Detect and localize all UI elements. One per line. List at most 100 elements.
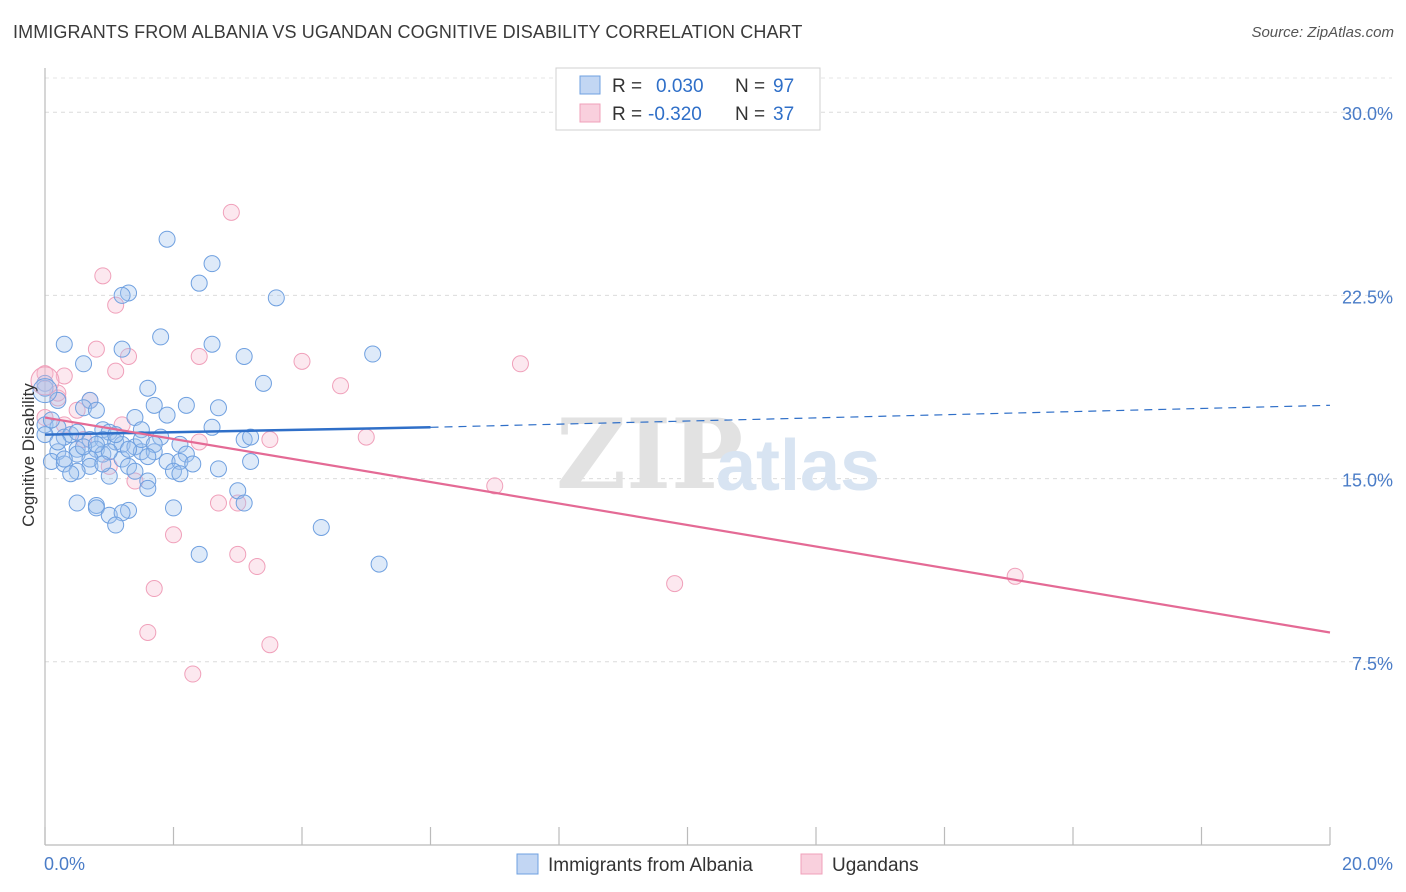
point-albania	[139, 479, 157, 497]
point-ugandans	[261, 636, 279, 654]
point-albania	[126, 462, 144, 480]
watermark-atlas: atlas	[716, 426, 880, 506]
point-albania	[158, 230, 176, 248]
y-tick-label: 30.0%	[1342, 104, 1393, 124]
point-albania	[139, 379, 157, 397]
y-tick-label: 22.5%	[1342, 287, 1393, 307]
point-albania	[242, 428, 260, 446]
point-albania	[267, 289, 285, 307]
point-ugandans	[332, 377, 350, 395]
point-ugandans	[666, 575, 684, 593]
point-ugandans	[126, 472, 144, 490]
chart-title: IMMIGRANTS FROM ALBANIA VS UGANDAN COGNI…	[13, 22, 803, 42]
point-albania	[87, 499, 105, 517]
y-tick-label: 15.0%	[1342, 471, 1393, 491]
point-albania	[235, 347, 253, 365]
series-legend: Immigrants from Albania Ugandans	[516, 853, 919, 876]
point-ugandans	[293, 352, 311, 370]
legend-swatch-albania	[516, 853, 539, 875]
point-albania	[100, 506, 118, 524]
x-tick-label: 0.0%	[44, 854, 85, 874]
legend-n-label-1: N =	[735, 76, 765, 97]
legend-r-label-1: R =	[612, 76, 642, 97]
point-albania	[171, 465, 189, 483]
point-ugandans	[229, 545, 247, 563]
point-albania	[68, 423, 86, 441]
point-albania	[87, 435, 105, 453]
point-ugandans	[511, 355, 529, 373]
point-albania	[49, 433, 67, 451]
point-albania	[370, 555, 388, 573]
correlation-legend: R = 0.030 N = 97 R = -0.320 N = 37	[555, 67, 821, 131]
point-albania	[203, 255, 221, 273]
point-albania	[113, 450, 131, 468]
point-albania	[75, 355, 93, 373]
point-ugandans	[190, 347, 208, 365]
point-ugandans	[248, 558, 266, 576]
trend-line-albania	[44, 426, 431, 436]
point-ugandans	[120, 347, 138, 365]
chart-source: Source: ZipAtlas.com	[1251, 24, 1394, 41]
legend-swatch-pink	[579, 103, 601, 123]
point-albania	[152, 328, 170, 346]
point-albania	[158, 406, 176, 424]
legend-r-label-2: R =	[612, 104, 642, 125]
point-ugandans	[165, 526, 182, 544]
point-albania	[242, 453, 260, 470]
point-albania	[203, 335, 221, 353]
legend-r-value-2: -0.320	[648, 104, 702, 125]
point-ugandans	[107, 362, 125, 380]
y-tick-label: 7.5%	[1352, 654, 1393, 674]
point-albania	[177, 445, 195, 463]
y-tick-labels: 7.5% 15.0% 22.5% 30.0%	[1342, 104, 1393, 674]
watermark-zip: ZIP	[556, 398, 743, 511]
point-albania	[113, 340, 131, 358]
point-albania	[132, 431, 150, 449]
point-albania	[94, 455, 112, 473]
point-ugandans	[36, 365, 54, 383]
point-ugandans	[139, 623, 157, 641]
point-albania	[209, 460, 227, 478]
point-albania	[184, 455, 202, 473]
x-tick-label: 20.0%	[1342, 854, 1393, 874]
point-albania	[55, 450, 73, 468]
legend-swatch-ugandans	[800, 853, 823, 875]
point-albania	[120, 440, 138, 458]
point-albania	[190, 274, 208, 292]
point-albania	[55, 455, 73, 473]
point-ugandans	[184, 665, 202, 683]
point-albania	[87, 401, 105, 419]
point-ugandans	[486, 477, 504, 495]
point-albania	[62, 465, 80, 483]
legend-n-value-1: 97	[773, 76, 794, 97]
trend-line-ugandans	[44, 416, 1331, 634]
point-ugandans	[55, 367, 73, 385]
point-albania	[107, 516, 125, 534]
point-albania	[68, 445, 86, 463]
legend-label-ugandans: Ugandans	[832, 855, 919, 876]
point-ugandans	[30, 366, 60, 396]
trend-line-albania-extrapolated	[430, 404, 1331, 428]
point-albania	[49, 391, 67, 409]
point-albania	[235, 494, 253, 512]
point-albania	[364, 345, 382, 363]
point-albania	[55, 335, 73, 353]
watermark: ZIP atlas	[556, 398, 880, 511]
legend-label-albania: Immigrants from Albania	[548, 855, 753, 876]
point-ugandans	[87, 340, 105, 358]
x-tick-labels: 0.0% 20.0%	[44, 854, 1393, 874]
point-ugandans	[222, 203, 240, 221]
point-ugandans	[145, 580, 163, 598]
gridlines	[45, 77, 1392, 663]
point-albania	[145, 396, 163, 414]
legend-r-value-1: 0.030	[656, 76, 704, 97]
point-albania	[32, 378, 58, 404]
point-albania	[75, 438, 93, 456]
point-ugandans	[75, 431, 93, 449]
point-albania	[42, 453, 60, 470]
point-albania	[36, 379, 54, 397]
point-albania	[209, 399, 227, 417]
legend-n-value-2: 37	[773, 104, 794, 125]
point-ugandans	[209, 494, 227, 512]
point-albania	[81, 391, 99, 409]
